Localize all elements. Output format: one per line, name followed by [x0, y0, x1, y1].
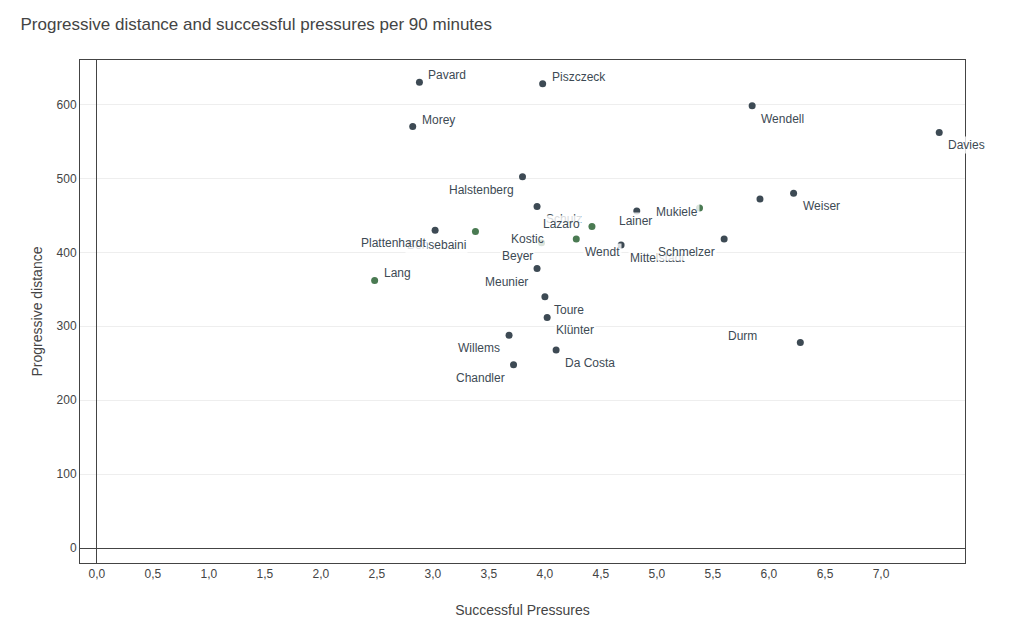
svg-text:Bensebaini: Bensebaini [407, 238, 466, 252]
svg-text:Lang: Lang [384, 266, 411, 280]
svg-text:Pavard: Pavard [428, 68, 466, 82]
svg-text:1,0: 1,0 [200, 567, 217, 581]
svg-text:3,0: 3,0 [425, 567, 442, 581]
svg-text:Davies: Davies [948, 138, 985, 152]
svg-text:4,5: 4,5 [593, 567, 610, 581]
svg-text:Halstenberg: Halstenberg [449, 183, 514, 197]
svg-text:0,5: 0,5 [144, 567, 161, 581]
svg-text:0: 0 [70, 541, 77, 555]
svg-text:Progressive distance and succe: Progressive distance and successful pres… [21, 15, 493, 34]
svg-text:Willems: Willems [458, 341, 500, 355]
svg-text:Wendt: Wendt [585, 245, 620, 259]
svg-text:600: 600 [57, 98, 77, 112]
svg-text:Lazaro: Lazaro [543, 217, 580, 231]
svg-text:0,0: 0,0 [88, 567, 105, 581]
svg-text:Mukiele: Mukiele [656, 205, 698, 219]
svg-text:400: 400 [57, 246, 77, 260]
svg-text:Chandler: Chandler [456, 371, 505, 385]
svg-text:200: 200 [57, 393, 77, 407]
svg-text:6,5: 6,5 [817, 567, 834, 581]
svg-text:Da Costa: Da Costa [565, 356, 615, 370]
svg-text:500: 500 [57, 172, 77, 186]
svg-text:Weiser: Weiser [803, 199, 840, 213]
svg-text:Plattenhardt: Plattenhardt [361, 236, 426, 250]
svg-text:Wendell: Wendell [761, 112, 804, 126]
svg-text:2,5: 2,5 [369, 567, 386, 581]
svg-text:Klünter: Klünter [556, 323, 594, 337]
svg-text:1,5: 1,5 [256, 567, 273, 581]
svg-text:5,5: 5,5 [705, 567, 722, 581]
svg-text:Meunier: Meunier [485, 275, 528, 289]
svg-text:300: 300 [57, 319, 77, 333]
svg-text:Mittelstädt: Mittelstädt [630, 251, 685, 265]
svg-text:Progressive distance: Progressive distance [29, 246, 45, 376]
svg-text:3,5: 3,5 [481, 567, 498, 581]
svg-text:Toure: Toure [554, 303, 584, 317]
svg-text:Schulz: Schulz [546, 212, 582, 226]
svg-text:Piszczeck: Piszczeck [552, 70, 606, 84]
svg-text:Kostic: Kostic [511, 232, 544, 246]
svg-text:4,0: 4,0 [537, 567, 554, 581]
svg-text:5,0: 5,0 [649, 567, 666, 581]
svg-text:6,0: 6,0 [761, 567, 778, 581]
svg-text:Beyer: Beyer [502, 249, 533, 263]
svg-text:Durm: Durm [728, 329, 757, 343]
svg-text:Schmelzer: Schmelzer [658, 245, 715, 259]
svg-text:Successful Pressures: Successful Pressures [455, 602, 590, 618]
svg-text:100: 100 [57, 467, 77, 481]
svg-text:2,0: 2,0 [313, 567, 330, 581]
svg-text:Morey: Morey [422, 113, 455, 127]
svg-text:Lainer: Lainer [619, 214, 652, 228]
svg-text:7,0: 7,0 [873, 567, 890, 581]
